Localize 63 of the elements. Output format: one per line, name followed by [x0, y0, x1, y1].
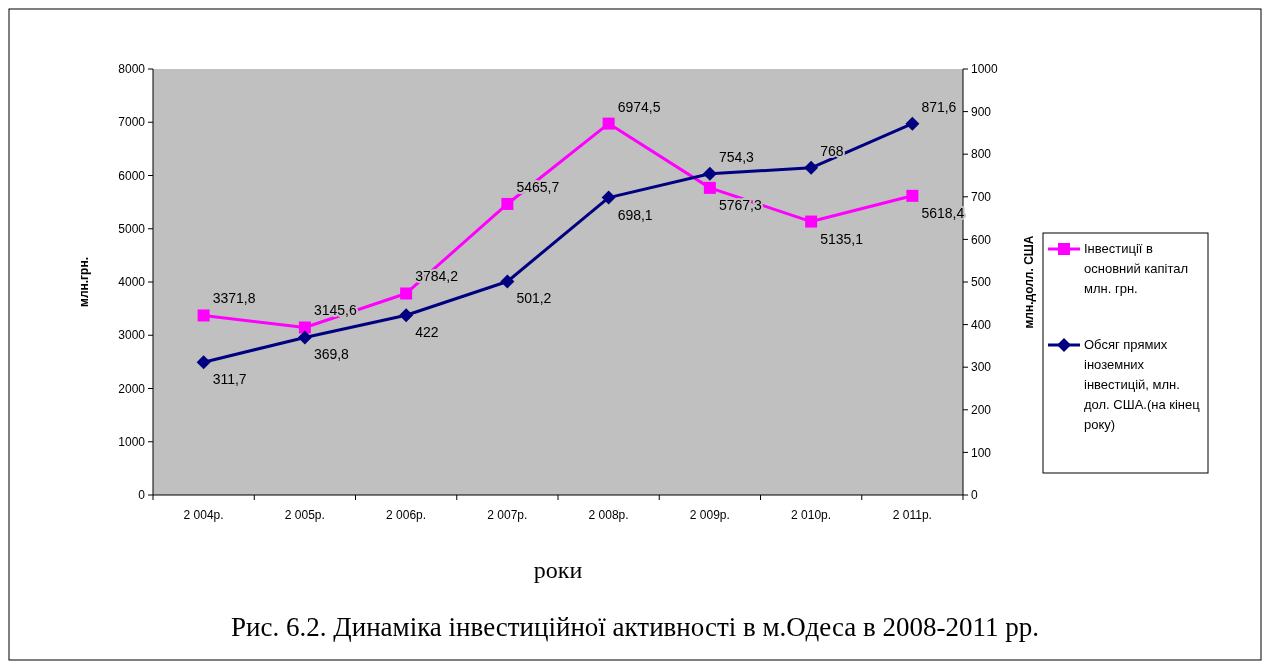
x-axis-title: роки	[533, 557, 583, 583]
point	[196, 355, 211, 370]
y2-axis-title: млн.долл. США	[1022, 235, 1036, 329]
data-label: 6974,5	[617, 98, 661, 115]
data-label: 871,6	[921, 98, 957, 115]
point	[906, 189, 919, 202]
y2-tick-label: 200	[971, 403, 992, 417]
x-tick-label: 2 008р.	[588, 508, 629, 522]
y-tick-label: 7000	[118, 115, 146, 130]
data-label: 369,8	[313, 346, 350, 363]
y2-tick-label: 900	[971, 104, 992, 119]
data-label: 501,2	[516, 290, 552, 307]
legend-label: Обсяг прямих іноземних інвестицій, млн. дол. США.(на кінец року)	[1084, 337, 1201, 432]
y-tick-label: 6000	[118, 168, 146, 183]
data-label: 754,3	[718, 148, 755, 165]
x-tick-label: 2 011р.	[892, 508, 932, 522]
text: Рис. 6.2. Динаміка інвестиційної активності в м.Одеса в 2008-2011 рр.	[231, 612, 1039, 642]
y-tick-label: 1000	[118, 434, 146, 449]
y2-tick-label: 500	[971, 275, 992, 290]
y-tick-label: 8000	[118, 62, 146, 77]
y-tick-label: 0	[138, 488, 146, 503]
y-tick-label: 3000	[118, 328, 146, 343]
point	[804, 160, 819, 175]
x-tick-label: 2 009р.	[689, 508, 730, 522]
y-tick-label: 2000	[118, 381, 146, 396]
data-label: 3145,6	[313, 302, 357, 319]
data-label: 3371,8	[212, 290, 256, 307]
y2-tick-label: 300	[971, 360, 992, 375]
x-tick-label: 2 007р.	[487, 508, 528, 522]
data-label: 698,1	[617, 206, 653, 223]
data-label: 311,7	[212, 371, 247, 388]
y2-tick-label: 700	[971, 190, 992, 204]
point	[702, 166, 717, 181]
data-label: 5135,1	[820, 230, 864, 247]
point	[297, 330, 312, 345]
data-label: 5767,3	[718, 196, 762, 213]
data-label: 768	[820, 142, 844, 159]
y2-tick-label: 600	[971, 232, 992, 247]
point	[500, 274, 515, 289]
y2-tick-label: 1000	[971, 62, 999, 77]
y2-tick-label: 0	[971, 488, 978, 503]
point	[601, 190, 616, 205]
y2-tick-label: 400	[971, 317, 992, 332]
point	[400, 287, 413, 300]
data-label: 422	[415, 324, 439, 341]
x-tick-label: 2 010р.	[791, 508, 832, 522]
point	[399, 308, 414, 323]
point	[703, 181, 716, 194]
y-tick-label: 5000	[118, 221, 146, 236]
point	[501, 197, 514, 210]
point	[905, 116, 920, 131]
x-tick-label: 2 004р.	[183, 508, 224, 522]
y2-tick-label: 800	[971, 147, 992, 162]
point	[197, 309, 210, 322]
y-axis-title: млн.грн.	[77, 257, 91, 307]
x-tick-label: 2 006р.	[386, 508, 427, 522]
y2-tick-label: 100	[971, 445, 992, 460]
y-tick-label: 4000	[118, 275, 146, 290]
point	[298, 321, 311, 334]
point	[805, 215, 818, 228]
legend-label: Інвестиції в основний капітал млн. грн.	[1084, 241, 1189, 296]
x-tick-label: 2 005р.	[284, 508, 325, 522]
point	[602, 117, 615, 130]
